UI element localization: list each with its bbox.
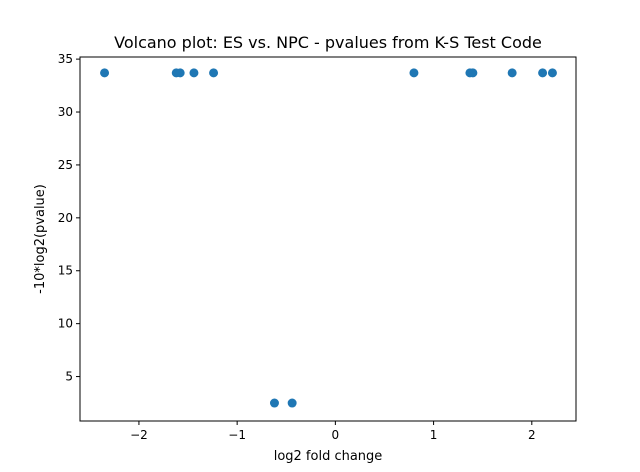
- data-point: [507, 68, 517, 78]
- chart-title: Volcano plot: ES vs. NPC - pvalues from …: [114, 33, 542, 52]
- points-layer: [100, 68, 557, 408]
- data-point: [287, 398, 297, 408]
- x-tick-label: −1: [228, 428, 246, 442]
- y-axis-label: -10*log2(pvalue): [33, 184, 48, 294]
- data-point: [547, 68, 557, 78]
- data-point: [209, 68, 219, 78]
- data-point: [100, 68, 110, 78]
- x-axis-label: log2 fold change: [274, 449, 383, 464]
- plot-area-frame: [79, 56, 577, 422]
- x-tick-label: 2: [528, 428, 536, 442]
- y-tick-label: 5: [65, 370, 73, 384]
- x-tick-label: 1: [430, 428, 438, 442]
- x-tick-label: 0: [332, 428, 340, 442]
- x-tick-label: −2: [130, 428, 148, 442]
- data-point: [269, 398, 279, 408]
- y-tick-label: 35: [58, 52, 73, 66]
- y-tick-label: 30: [58, 105, 73, 119]
- y-tick-label: 25: [58, 158, 73, 172]
- data-point: [189, 68, 199, 78]
- y-tick-label: 15: [58, 264, 73, 278]
- data-point: [175, 68, 185, 78]
- data-point: [538, 68, 548, 78]
- data-point: [468, 68, 478, 78]
- y-tick-label: 20: [58, 211, 73, 225]
- y-tick-label: 10: [58, 317, 73, 331]
- data-point: [409, 68, 419, 78]
